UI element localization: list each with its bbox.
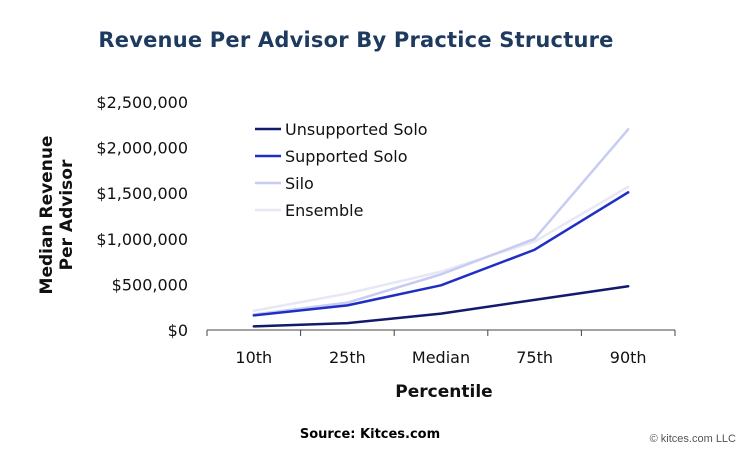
x-tick-label: 90th [610, 348, 647, 367]
y-axis-title: Median Revenue Per Advisor [37, 136, 77, 295]
y-tick-label: $2,000,000 [96, 139, 188, 158]
y-axis-title-line-2: Per Advisor [57, 159, 77, 270]
chart-title: Revenue Per Advisor By Practice Structur… [98, 28, 614, 52]
y-tick-label: $0 [168, 321, 188, 340]
legend-label: Ensemble [285, 201, 363, 220]
legend: Unsupported Solo Supported Solo Silo Ensemb… [255, 120, 428, 220]
x-tick-label: Median [412, 348, 470, 367]
x-axis-title: Percentile [395, 382, 492, 402]
y-tick-label: $2,500,000 [96, 93, 188, 112]
x-tick-label: 10th [235, 348, 272, 367]
series-line-unsupported-solo [252, 284, 630, 328]
legend-label: Unsupported Solo [285, 120, 428, 139]
y-axis-title-line-1: Median Revenue [37, 136, 57, 295]
y-tick-label: $1,000,000 [96, 230, 188, 249]
y-tick-label: $500,000 [112, 275, 188, 294]
x-tick-label: 25th [329, 348, 366, 367]
series-lines [252, 128, 630, 328]
series-line-ensemble [252, 185, 630, 313]
legend-label: Silo [285, 174, 314, 193]
y-tick-label: $1,500,000 [96, 184, 188, 203]
y-axis: $0 $500,000 $1,000,000 $1,500,000 $2,000,000… [96, 93, 188, 340]
series-line-supported-solo [252, 191, 630, 317]
source-note: Source: Kitces.com [299, 427, 441, 442]
copyright-note: © kitces.com LLC [649, 433, 736, 445]
x-axis: 10th 25th Median 75th 90th [206, 329, 676, 367]
legend-label: Supported Solo [285, 147, 408, 166]
x-tick-label: 75th [516, 348, 553, 367]
series-line-silo [252, 128, 630, 316]
